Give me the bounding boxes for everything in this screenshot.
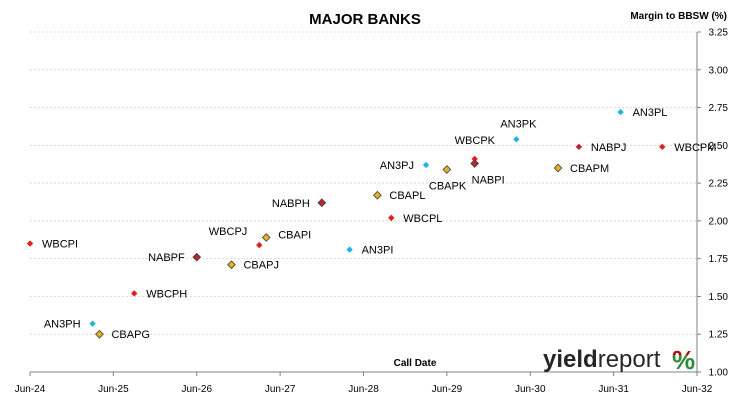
- logo-text-report: report: [598, 346, 661, 373]
- x-tick-label: Jun-26: [181, 384, 212, 395]
- point-label-cbapm: CBAPM: [570, 163, 609, 175]
- point-label-an3pl: AN3PL: [633, 107, 668, 119]
- point-label-cbapl: CBAPL: [389, 190, 425, 202]
- data-point-cbapl: [373, 190, 382, 200]
- point-label-cbapk: CBAPK: [429, 181, 467, 193]
- data-point-wbcpl: [388, 214, 395, 222]
- data-point-an3pl: [617, 108, 624, 116]
- x-tick-label: Jun-31: [598, 384, 629, 395]
- x-tick-label: Jun-27: [265, 384, 296, 395]
- point-label-wbcpk: WBCPK: [455, 135, 496, 147]
- data-point-cbapm: [553, 163, 563, 173]
- data-point-nabpf: [192, 252, 202, 262]
- y-tick-label: 2.00: [709, 216, 729, 227]
- x-axis-label: Call Date: [394, 358, 437, 369]
- data-point-an3ph: [89, 320, 96, 327]
- data-point-cbapj: [227, 260, 236, 270]
- y-tick-label: 1.50: [709, 292, 729, 303]
- data-point-an3pi: [346, 246, 353, 253]
- point-label-wbcpi: WBCPI: [42, 239, 78, 251]
- data-points: WBCPI AN3PH CBAPG WBCPH NABPF CBAPJ WBCPJ CBAPI…: [26, 107, 716, 341]
- point-label-wbcpl: WBCPL: [403, 213, 442, 225]
- axes: [30, 32, 698, 373]
- data-point-nabpi: [470, 159, 480, 168]
- x-tick-label: Jun-30: [515, 384, 546, 395]
- data-point-an3pk: [513, 136, 520, 143]
- logo-pct-red: %: [672, 345, 695, 375]
- data-point-wbcpj: [256, 241, 263, 249]
- point-label-an3pk: AN3PK: [500, 118, 537, 130]
- point-label-wbcpm: WBCPM: [674, 142, 716, 154]
- x-tick-label: Jun-25: [98, 384, 129, 395]
- x-tick-label: Jun-28: [348, 384, 379, 395]
- y-tick-label: 1.75: [709, 254, 729, 265]
- data-point-nabpj: [575, 143, 583, 151]
- point-label-nabpi: NABPI: [472, 174, 505, 186]
- yieldreport-logo: yieldreport % %: [543, 345, 695, 375]
- data-point-cbapi: [261, 233, 271, 242]
- y-tick-label: 2.25: [709, 179, 729, 190]
- data-point-wbcpm: [659, 143, 666, 151]
- y-axis-label: Margin to BBSW (%): [630, 11, 727, 22]
- y-tick-label: 1.00: [709, 368, 729, 379]
- point-label-cbapg: CBAPG: [111, 329, 150, 341]
- data-point-an3pj: [422, 161, 430, 169]
- point-label-an3pi: AN3PI: [362, 245, 394, 257]
- point-label-an3ph: AN3PH: [44, 319, 81, 331]
- logo-pct-green: %: [672, 345, 695, 375]
- point-label-nabpf: NABPF: [148, 252, 185, 264]
- data-point-cbapk: [442, 165, 452, 174]
- point-label-wbcph: WBCPH: [146, 288, 187, 300]
- y-tick-label: 3.25: [709, 28, 729, 39]
- data-point-wbcph: [131, 290, 138, 297]
- point-label-an3pj: AN3PJ: [380, 160, 414, 172]
- point-label-cbapi: CBAPI: [278, 230, 311, 242]
- point-label-wbcpj: WBCPJ: [209, 226, 248, 238]
- y-tick-label: 3.00: [709, 65, 729, 76]
- data-point-cbapg: [95, 329, 104, 339]
- y-tick-label: 1.25: [709, 330, 729, 341]
- x-tick-label: Jun-24: [15, 384, 46, 395]
- grid-lines: [30, 31, 701, 373]
- logo-text-yield: yield: [543, 346, 598, 373]
- chart-title: MAJOR BANKS: [309, 11, 421, 28]
- x-tick-label: Jun-29: [432, 384, 463, 395]
- y-tick-label: 2.50: [709, 141, 729, 152]
- data-point-wbcpk: [471, 155, 478, 163]
- logo-percent-symbol: % %: [672, 345, 695, 375]
- y-tick-label: 2.75: [709, 103, 729, 114]
- data-point-nabph: [317, 198, 327, 208]
- point-label-nabph: NABPH: [272, 198, 310, 210]
- svg-text:yieldreport: yieldreport: [543, 346, 661, 373]
- point-label-cbapj: CBAPJ: [243, 260, 278, 272]
- y-tick-labels: 1.00 1.25 1.50 1.75 2.00 2.25 2.50 2.75 3.00 3.25: [709, 28, 729, 379]
- point-label-nabpj: NABPJ: [591, 142, 626, 154]
- x-tick-label: Jun-32: [682, 384, 713, 395]
- data-point-wbcpi: [26, 240, 34, 247]
- x-tick-labels: Jun-24 Jun-25 Jun-26 Jun-27 Jun-28 Jun-29 Jun-…: [15, 372, 713, 395]
